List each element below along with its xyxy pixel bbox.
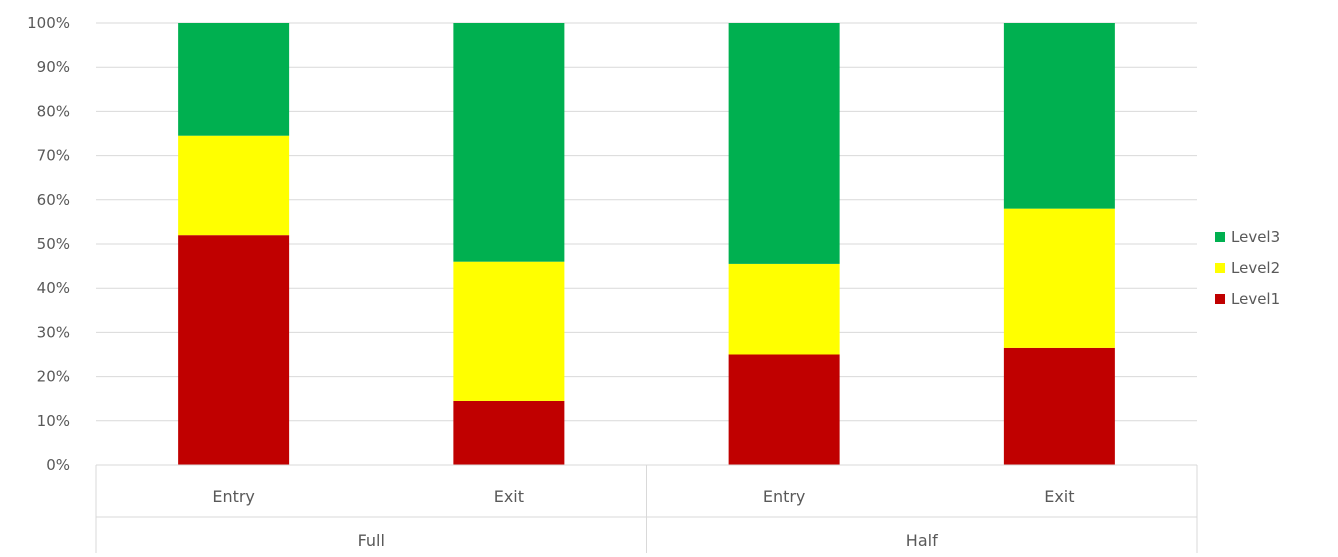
x-category-label: Entry — [212, 487, 255, 506]
x-group-label: Full — [358, 531, 385, 550]
y-tick-label: 20% — [37, 368, 70, 386]
y-tick-label: 50% — [37, 235, 70, 253]
y-tick-label: 90% — [37, 58, 70, 76]
bar-segment-level2 — [453, 261, 565, 401]
y-tick-label: 0% — [46, 456, 70, 474]
y-tick-label: 30% — [37, 323, 70, 341]
legend-swatch-level3 — [1215, 232, 1225, 242]
bar-segment-level1 — [728, 354, 840, 465]
bar-segment-level3 — [453, 23, 565, 262]
bar-segment-level3 — [728, 23, 840, 264]
bar-segment-level3 — [1003, 23, 1115, 209]
bar-segment-level3 — [178, 23, 290, 136]
y-tick-label: 70% — [37, 147, 70, 165]
bar-segment-level1 — [1003, 347, 1115, 465]
bar-segment-level2 — [178, 135, 290, 236]
y-tick-label: 80% — [37, 102, 70, 120]
y-tick-label: 60% — [37, 191, 70, 209]
x-group-label: Half — [906, 531, 938, 550]
y-tick-label: 40% — [37, 279, 70, 297]
legend-label-level3: Level3 — [1231, 228, 1280, 246]
legend-label-level1: Level1 — [1231, 290, 1280, 308]
legend: Level3 Level2 Level1 — [1215, 228, 1280, 308]
bar-segment-level2 — [728, 263, 840, 355]
y-tick-label: 100% — [27, 14, 70, 32]
legend-swatch-level1 — [1215, 294, 1225, 304]
bar-segment-level1 — [178, 235, 290, 465]
legend-label-level2: Level2 — [1231, 259, 1280, 277]
bars — [178, 23, 1115, 465]
y-axis-ticks: 0% 10% 20% 30% 40% 50% 60% 70% 80% 90% 100% — [27, 14, 70, 474]
bar-segment-level2 — [1003, 208, 1115, 348]
y-tick-label: 10% — [37, 412, 70, 430]
x-category-label: Exit — [494, 487, 524, 506]
x-category-label: Entry — [763, 487, 806, 506]
bar-segment-level1 — [453, 400, 565, 465]
x-axis: Entry Exit Entry Exit Full Half — [95, 464, 1198, 553]
x-category-label: Exit — [1044, 487, 1074, 506]
legend-swatch-level2 — [1215, 263, 1225, 273]
